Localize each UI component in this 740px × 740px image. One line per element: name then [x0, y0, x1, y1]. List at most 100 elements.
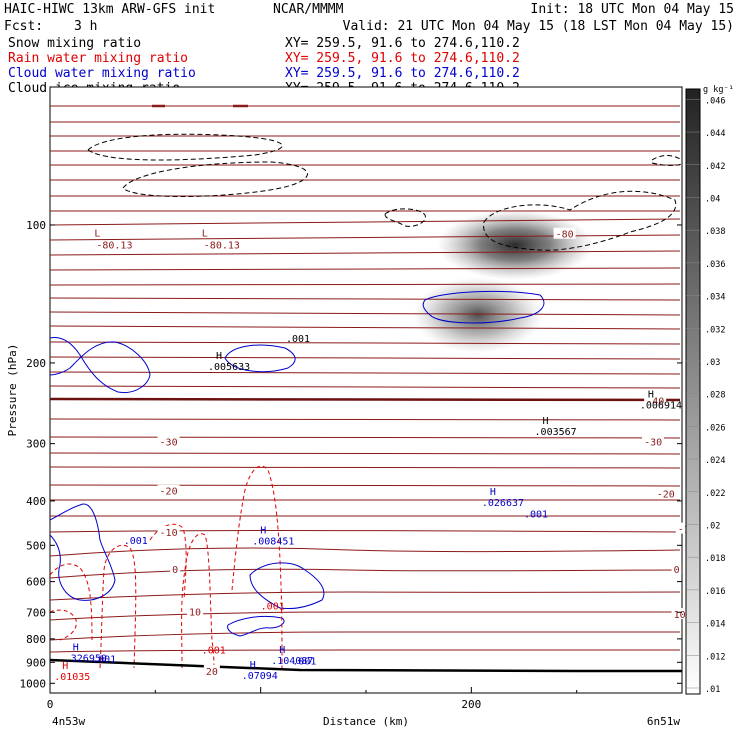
isotherm-line [50, 385, 681, 389]
colorbar: .046 .044 .042 .04 .038 .036 .034 .032 .03 .028 .0… [685, 85, 734, 695]
label-background [157, 435, 180, 447]
extremum-value: .01035 [54, 672, 90, 683]
temperature-label: 0 [172, 565, 178, 576]
title: HAIC-HIWC 13km ARW-GFS init [4, 2, 215, 17]
extremum-value: .026637 [482, 498, 524, 509]
fcst-value: 3 h [74, 19, 97, 34]
init-time: Init: 18 UTC Mon 04 May 15 [531, 2, 735, 17]
colorbar-tick-label: .012 [705, 652, 725, 662]
y-tick-label: 200 [26, 357, 46, 370]
isotherm-line [50, 631, 680, 641]
label-background [671, 562, 682, 574]
field-name: Rain water mixing ratio [8, 51, 188, 66]
isotherm-line [50, 547, 681, 557]
y-tick-label: 300 [26, 438, 46, 451]
field-xy: XY= 259.5, 91.6 to 274.6,110.2 [285, 51, 520, 66]
field-name: Cloud water mixing ratio [8, 66, 196, 81]
x-endpoint-right: 6n51w [647, 715, 680, 728]
isotherm-line [50, 356, 681, 360]
snow-shading [413, 277, 543, 353]
isotherm-line [50, 649, 680, 653]
rain-contour [50, 609, 77, 641]
source-label: NCAR/MMMM [273, 2, 344, 17]
snow-contours [87, 133, 682, 251]
colorbar-tick-label: .042 [705, 162, 725, 172]
temperature-label: -10 [160, 528, 178, 539]
isotherm-line [50, 325, 681, 330]
colorbar-tick-label: .046 [705, 96, 725, 106]
colorbar-tick-label: .028 [705, 391, 725, 401]
isotherm-line [50, 484, 681, 487]
temperature-label: -30 [644, 437, 662, 448]
contour-label: .001 [124, 536, 148, 547]
cloud-water-contour [224, 344, 296, 373]
extremum-value: .104087 [271, 656, 313, 667]
contour-label: .001 [261, 601, 285, 612]
colorbar-tick-label: .024 [705, 456, 725, 466]
colorbar-tick-label: .032 [705, 325, 725, 335]
temperature-label: 0 [674, 565, 680, 576]
y-tick-label: 700 [26, 606, 46, 619]
shading [413, 210, 593, 353]
extremum-marker: H [490, 487, 496, 498]
isotherm-line [50, 311, 681, 316]
plot-frame [49, 86, 683, 694]
extremum-marker: H [648, 389, 654, 400]
isotherm-line [50, 611, 680, 621]
isotherm-line [50, 436, 681, 439]
contour-label: .001 [524, 510, 548, 521]
cloud-water-contour [249, 562, 325, 609]
isotherm-line [50, 418, 681, 421]
extremum-marker: H [543, 416, 549, 427]
label-background [654, 487, 677, 499]
rain-contour [231, 465, 283, 669]
temperature-label: -20 [657, 489, 675, 500]
temperature-label: -40 [646, 397, 664, 408]
y-tick-label: 500 [26, 539, 46, 552]
label-background [203, 664, 220, 676]
x-endpoint-left: 4n53w [52, 715, 85, 728]
extremum-value: .006914 [640, 400, 682, 411]
field-name: Snow mixing ratio [8, 36, 141, 51]
cloud-water-contour [422, 290, 545, 324]
colorbar-tick-label: .03 [705, 358, 720, 368]
label-background [644, 394, 667, 406]
y-tick-label: 900 [26, 656, 46, 669]
rain-contour [99, 544, 137, 669]
extremum-marker: H [260, 525, 266, 536]
extremum-marker: H [216, 351, 222, 362]
rain-contour [181, 533, 215, 669]
colorbar-tick-label: .02 [705, 521, 720, 531]
colorbar-tick-label: .04 [705, 194, 720, 204]
extremum-marker: H [62, 661, 68, 672]
label-background [187, 605, 204, 617]
x-axis-label: Distance (km) [323, 715, 409, 728]
y-tick-label: 1000 [20, 677, 47, 690]
label-background [170, 562, 181, 574]
contour-label: .001 [292, 657, 316, 668]
colorbar-tick-label: .038 [705, 227, 725, 237]
colorbar-tick-label: .034 [705, 293, 725, 303]
temperature-label: 10 [189, 607, 201, 618]
isotherm-line [50, 341, 681, 345]
temperature-contours [50, 104, 681, 653]
y-tick-label: 800 [26, 633, 46, 646]
extremum-value: .008451 [252, 536, 294, 547]
label-background [157, 526, 180, 538]
temperature-label: -80.13 [204, 240, 240, 251]
x-tick-label: 0 [47, 698, 54, 711]
label-background [553, 227, 576, 239]
y-tick-label: 600 [26, 576, 46, 589]
temperature-label: -20 [160, 487, 178, 498]
colorbar-unit: g kg⁻¹ [703, 85, 734, 95]
y-tick-label: 400 [26, 495, 46, 508]
extremum-marker: H [250, 660, 256, 671]
contour-label: .001 [92, 654, 116, 665]
snow-contour [384, 208, 426, 227]
label-background [671, 608, 688, 620]
colorbar-tick-label: .014 [705, 620, 725, 630]
isotherm-line [50, 466, 681, 469]
snow-contour [122, 161, 308, 197]
isotherm-line [50, 371, 681, 375]
